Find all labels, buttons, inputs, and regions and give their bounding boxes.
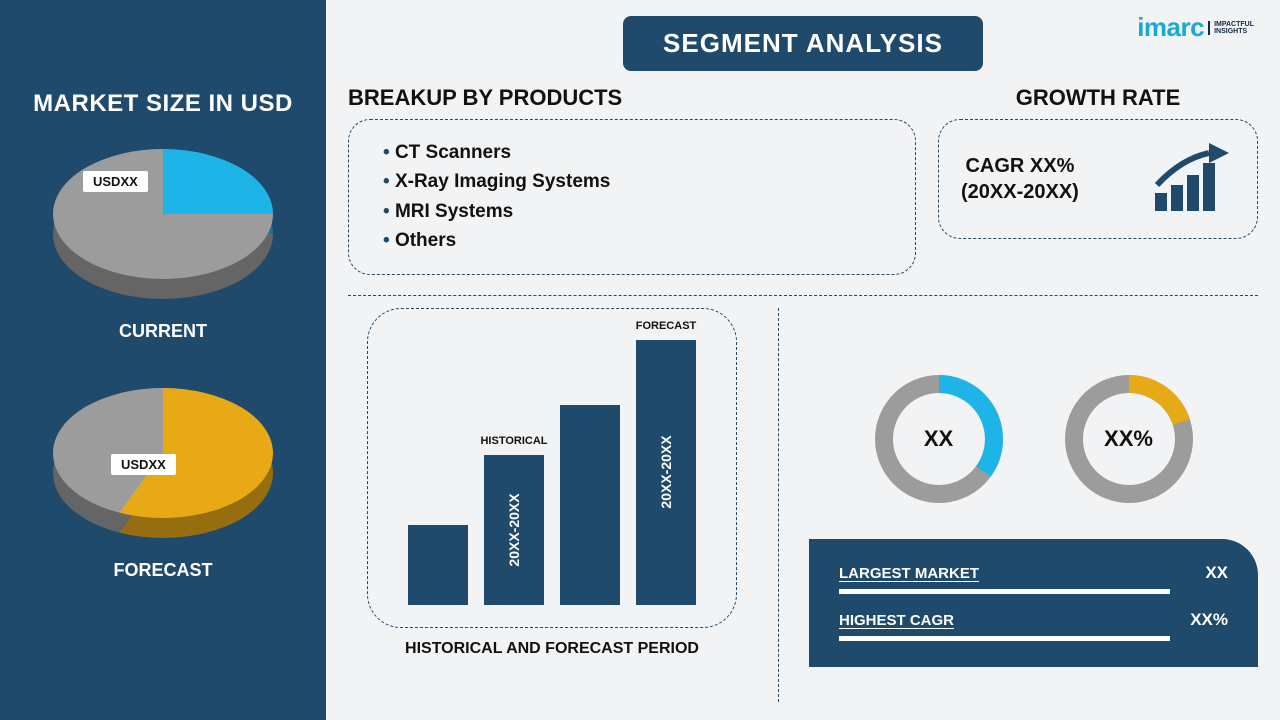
chart-bar [408, 525, 468, 605]
breakup-title: BREAKUP BY PRODUCTS [348, 85, 916, 111]
pie-chart: USDXX CURRENT [53, 143, 273, 342]
donut-chart: XX% [1059, 369, 1199, 509]
stat-bar [839, 589, 1228, 594]
stats-box: LARGEST MARKET XX HIGHEST CAGR XX% [809, 539, 1258, 667]
donut-value: XX% [1059, 369, 1199, 509]
bar-range-label: 20XX-20XX [658, 436, 674, 509]
logo-tagline: IMPACTFULINSIGHTS [1208, 21, 1254, 35]
stat-label: LARGEST MARKET [839, 565, 979, 582]
main-title: SEGMENT ANALYSIS [623, 16, 983, 71]
growth-title: GROWTH RATE [938, 85, 1258, 111]
stat-value: XX [1205, 563, 1228, 583]
breakup-box: CT ScannersX-Ray Imaging SystemsMRI Syst… [348, 119, 916, 275]
stat-row: HIGHEST CAGR XX% [839, 610, 1228, 641]
donut-value: XX [869, 369, 1009, 509]
stat-bar [839, 636, 1228, 641]
breakup-item: CT Scanners [383, 138, 887, 167]
bar-top-label: HISTORICAL [480, 435, 547, 447]
growth-arrow-icon [1151, 141, 1235, 217]
bar-top-label: FORECAST [636, 320, 697, 332]
historical-caption: HISTORICAL AND FORECAST PERIOD [405, 640, 699, 658]
breakup-item: X-Ray Imaging Systems [383, 167, 887, 196]
row-hist-metrics: HISTORICAL20XX-20XXFORECAST20XX-20XX HIS… [348, 308, 1258, 702]
chart-bar: HISTORICAL20XX-20XX [484, 455, 544, 605]
logo-word: imarc [1137, 12, 1204, 43]
chart-bar: FORECAST20XX-20XX [636, 340, 696, 605]
breakup-list: CT ScannersX-Ray Imaging SystemsMRI Syst… [383, 138, 887, 256]
row-breakup-growth: BREAKUP BY PRODUCTS CT ScannersX-Ray Ima… [348, 85, 1258, 275]
metrics-section: XX XX% LARGEST MARKET XX HIGHEST CAGR XX… [779, 308, 1258, 702]
pie-caption: CURRENT [119, 321, 207, 342]
stat-value: XX% [1190, 610, 1228, 630]
market-size-title: MARKET SIZE IN USD [33, 90, 293, 118]
breakup-item: MRI Systems [383, 197, 887, 226]
growth-text: CAGR XX%(20XX-20XX) [961, 153, 1079, 205]
donut-row: XX XX% [809, 369, 1258, 509]
growth-box: CAGR XX%(20XX-20XX) [938, 119, 1258, 239]
historical-bar-chart: HISTORICAL20XX-20XXFORECAST20XX-20XX [367, 308, 737, 628]
divider-horizontal [348, 295, 1258, 296]
pie-charts-container: USDXX CURRENT USDXX FORECAST [53, 143, 273, 621]
stat-row: LARGEST MARKET XX [839, 563, 1228, 594]
historical-chart-section: HISTORICAL20XX-20XXFORECAST20XX-20XX HIS… [348, 308, 778, 702]
donut-chart: XX [869, 369, 1009, 509]
pie-value-tag: USDXX [83, 171, 148, 192]
left-panel: MARKET SIZE IN USD USDXX CURRENT USDXX F… [0, 0, 326, 720]
chart-bar [560, 405, 620, 605]
bar-range-label: 20XX-20XX [506, 493, 522, 566]
breakup-section: BREAKUP BY PRODUCTS CT ScannersX-Ray Ima… [348, 85, 916, 275]
breakup-item: Others [383, 226, 887, 255]
pie-caption: FORECAST [114, 560, 213, 581]
right-panel: imarc IMPACTFULINSIGHTS SEGMENT ANALYSIS… [326, 0, 1280, 720]
pie-value-tag: USDXX [111, 454, 176, 475]
pie-chart: USDXX FORECAST [53, 382, 273, 581]
growth-section: GROWTH RATE CAGR XX%(20XX-20XX) [938, 85, 1258, 275]
brand-logo: imarc IMPACTFULINSIGHTS [1137, 12, 1254, 43]
stat-label: HIGHEST CAGR [839, 612, 954, 629]
